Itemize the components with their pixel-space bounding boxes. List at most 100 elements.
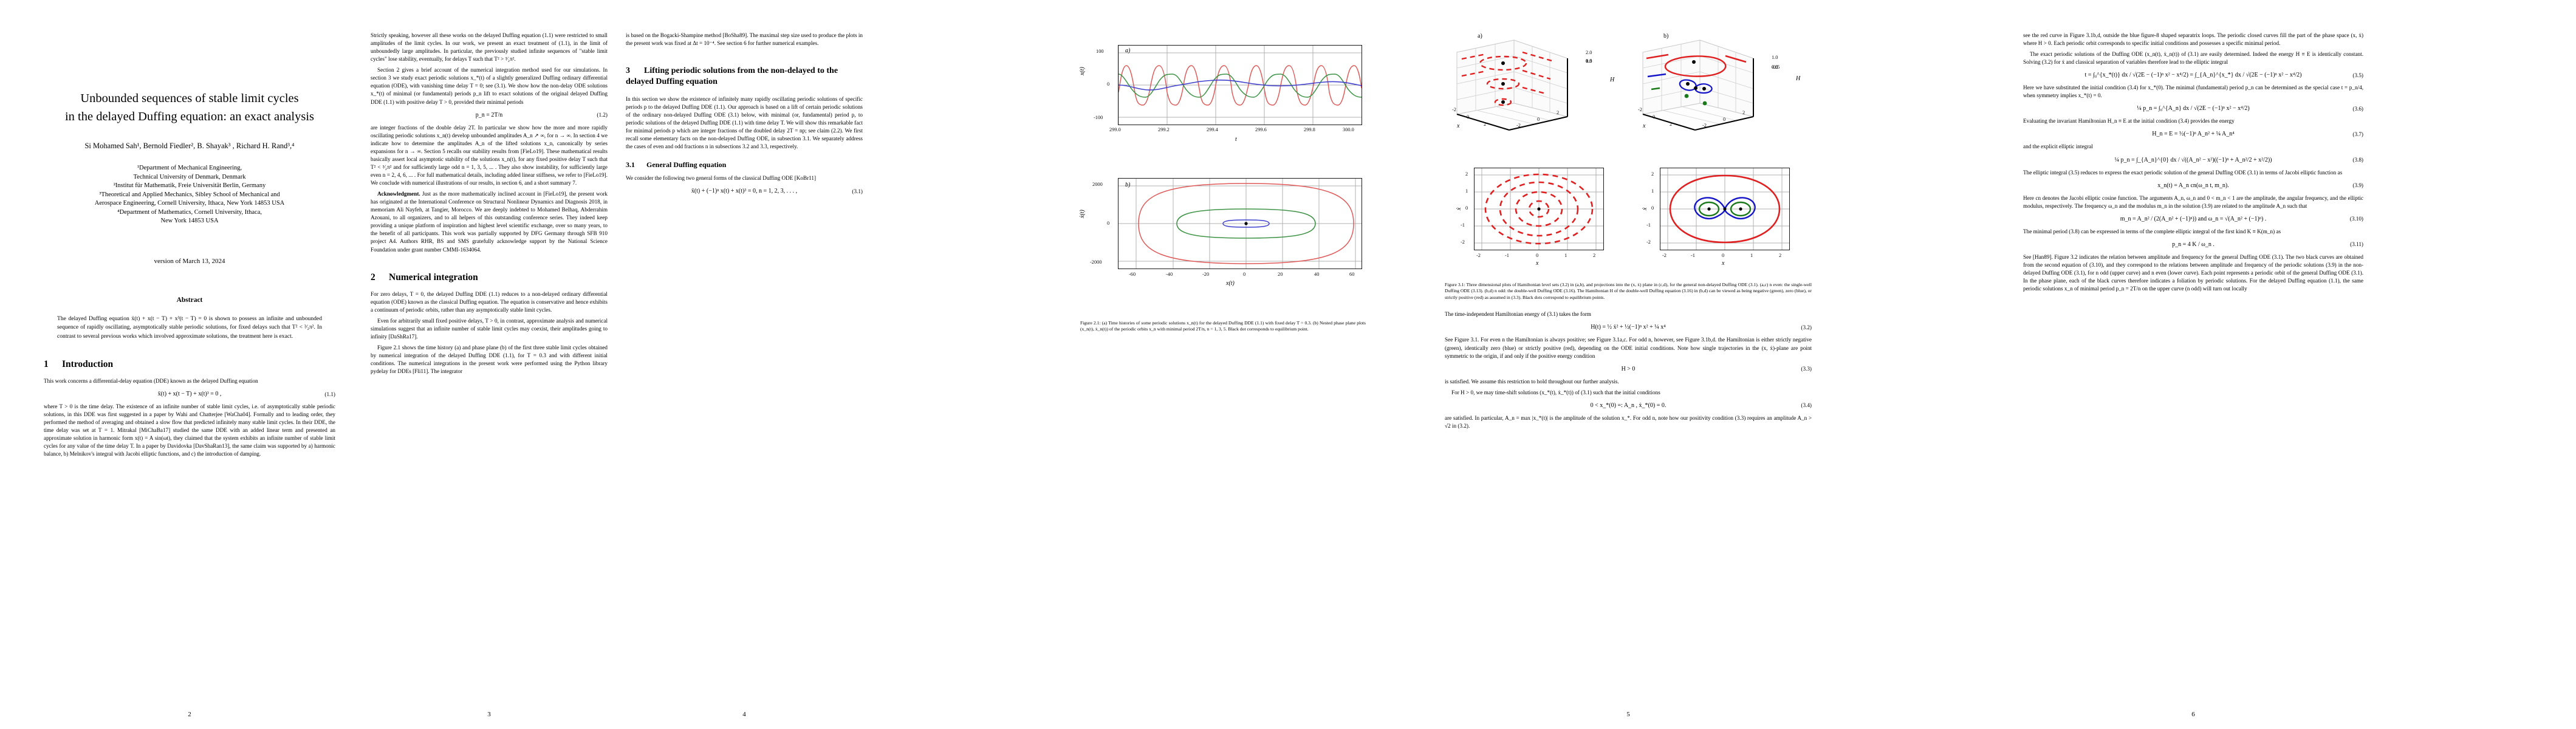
- fig31b-xtick-2: 2: [1670, 122, 1673, 127]
- fig31c-xtick-2: 2: [1593, 253, 1596, 258]
- page-folio: 3: [487, 711, 491, 718]
- fig31a-ztick-1: 1.5: [1586, 58, 1592, 64]
- page-folio: 6: [2191, 711, 2195, 718]
- title-line-2: in the delayed Duffing equation: an exac…: [64, 109, 315, 123]
- fig31a-ytick-neg2: -2: [1516, 123, 1521, 128]
- fig31a-ztick-4: 0.0: [1586, 58, 1592, 64]
- fig31d-xlabel: x: [1722, 260, 1725, 267]
- equation-3-10: m_n = A_n² / (2(A_n² + (−1)ⁿ)) and ω_n =…: [2120, 215, 2363, 222]
- fig31c-ytick-2: 2: [1465, 171, 1468, 177]
- fig21a-plot: [1118, 45, 1362, 125]
- page-4: x(t) 100 0 -100: [1033, 0, 1410, 729]
- p6-paragraph-3: Here we have substituted the initial con…: [2023, 84, 2363, 99]
- section-heading-lifting: 3 Lifting periodic solutions from the non…: [626, 66, 838, 87]
- fig31a-xtick-0: 0: [1467, 114, 1470, 120]
- fig31d-ytick-neg2: -2: [1646, 239, 1651, 245]
- fig31a-xlabel: x: [1457, 123, 1460, 129]
- fig21b-svg: [1118, 179, 1362, 269]
- p5-paragraph-1: The time-independent Hamiltonian energy …: [1445, 311, 1591, 318]
- page-1: Unbounded sequences of stable limit cycl…: [19, 0, 360, 729]
- fig21a-ytick-0: 0: [1107, 81, 1110, 87]
- fig31c-ytick-neg2: -2: [1461, 239, 1465, 245]
- figure-2-1-panel-b: ẋ(t) 2000 0 -2000: [1079, 165, 1366, 304]
- fig31b-ytick-2: 2: [1742, 110, 1745, 115]
- fig31c-ytick-0: 0: [1465, 205, 1468, 211]
- fig21b-ylabel: ẋ(t): [1079, 210, 1086, 218]
- fig31a-zlabel: H: [1610, 77, 1615, 83]
- affiliations: ¹Department of Mechanical Engineering, T…: [19, 164, 360, 225]
- affiliation-1b: Technical University of Denmark, Denmark: [133, 173, 246, 180]
- page-folio: 2: [188, 711, 191, 718]
- p6-paragraph-8: The minimal period (3.8) can be expresse…: [2023, 228, 2281, 234]
- equation-3-6: ¼ p_n = ∫₀^{A_n} dx / √(2E − (−1)ⁿ x² − …: [2137, 105, 2363, 112]
- acknowledgment-paragraph: Acknowledgment. Just as the more mathema…: [371, 191, 608, 253]
- intro-paragraph-1: This work concerns a differential-delay …: [44, 378, 258, 384]
- page-3: is based on the Bogacki-Shampine method …: [626, 0, 863, 729]
- equation-3-2: H(t) = ½ ẋ² + ½(−1)ⁿ x² + ¼ x⁴ (3.2): [1591, 324, 1812, 331]
- fig21a-ytick-neg100: -100: [1094, 115, 1103, 120]
- fig31a-ztick-2: 1.0: [1586, 58, 1592, 64]
- fig31d-xtick-neg2: -2: [1662, 253, 1667, 258]
- p5-paragraph-2: See Figure 3.1. For even n the Hamiltoni…: [1445, 337, 1812, 359]
- fig31b-xlabel: x: [1643, 123, 1646, 129]
- fig21a-ytick-100: 100: [1096, 49, 1104, 54]
- fig21b-xtick-0: -60: [1129, 272, 1136, 277]
- fig21b-xtick-6: 60: [1349, 272, 1355, 277]
- subsection-heading-general-duffing: 3.1 General Duffing equation: [626, 160, 727, 169]
- fig31a-panel-label: a): [1478, 33, 1482, 39]
- fig31c-ytick-1: 1: [1465, 188, 1468, 194]
- p3-s3-paragraph-1: In this section we show the existence of…: [626, 95, 863, 149]
- fig21b-xtick-4: 20: [1278, 272, 1283, 277]
- fig21a-xtick-1: 299.2: [1158, 127, 1170, 132]
- section-heading-numerical-integration: 2 Numerical integration: [371, 272, 478, 282]
- section-heading-introduction: 1 Introduction: [44, 359, 114, 369]
- version-line: version of March 13, 2024: [154, 257, 225, 265]
- p2-num-paragraph-3: Figure 2.1 shows the time history (a) an…: [371, 344, 608, 375]
- equation-3-11: p_n = 4 K / ω_n . (3.11): [2172, 241, 2363, 248]
- fig31d-xtick-0: 0: [1722, 253, 1725, 258]
- fig21b-xlabel: x(t): [1226, 280, 1235, 287]
- p5-paragraph-5: are satisfied. In particular, A_n = max …: [1445, 414, 1812, 429]
- figure-3-1-caption: Figure 3.1: Three dimensional plots of H…: [1445, 282, 1812, 300]
- fig21b-panel-label: b): [1125, 182, 1131, 188]
- fig31b-ztick-0: 1.0: [1772, 55, 1778, 60]
- fig31d-ytick-neg1: -1: [1646, 222, 1651, 228]
- fig31b-xtick-neg2: -2: [1638, 107, 1642, 112]
- fig31b-ytick-0: 0: [1723, 117, 1726, 122]
- page-2: Strictly speaking, however all these wor…: [371, 0, 608, 729]
- fig31d-xtick-2: 2: [1779, 253, 1782, 258]
- fig31b-ztick-2: 0.0: [1772, 64, 1778, 70]
- fig31d-xtick-1: 1: [1750, 253, 1753, 258]
- affiliation-1: ¹Department of Mechanical Engineering,: [137, 165, 242, 172]
- page-folio: 5: [1626, 711, 1630, 718]
- equation-3-3: H > 0 (3.3): [1621, 365, 1812, 372]
- fig31a-ytick-2: 2: [1557, 110, 1560, 115]
- fig21a-xtick-2: 299.4: [1207, 127, 1218, 132]
- fig31a-svg: [1456, 39, 1568, 131]
- figure-3-1-row-1: a): [1445, 32, 1812, 159]
- fig31c-svg: [1475, 168, 1603, 250]
- page-title: Unbounded sequences of stable limit cycl…: [19, 90, 360, 126]
- fig21b-ytick-2000: 2000: [1092, 182, 1103, 187]
- author-list: Si Mohamed Sah¹, Bernold Fiedler², B. Sh…: [84, 142, 295, 151]
- p3-s31-paragraph-1: We consider the following two general fo…: [626, 174, 817, 181]
- fig21a-panel-label: a): [1125, 47, 1131, 54]
- fig21a-xtick-5: 300.0: [1343, 127, 1354, 132]
- p2-paragraph-2: Section 2 gives a brief account of the n…: [371, 67, 608, 105]
- fig31d-ytick-2: 2: [1651, 171, 1654, 177]
- equation-3-9: x_n(t) = A_n cn(ω_n t, m_n). (3.9): [2157, 182, 2363, 189]
- equation-3-7: H_n = E = ½(−1)ⁿ A_n² + ¼ A_n⁴ (3.7): [2152, 131, 2363, 138]
- affiliation-4b: New York 14853 USA: [160, 217, 219, 225]
- fig31b-ytick-neg2: -2: [1702, 123, 1707, 128]
- fig21b-xtick-5: 40: [1314, 272, 1320, 277]
- abstract-heading: Abstract: [176, 296, 203, 304]
- p5-paragraph-3: is satisfied. We assume this restriction…: [1445, 378, 1619, 385]
- equation-3-4: 0 < x_*(0) =: A_n , ẋ_*(0) = 0. (3.4): [1590, 402, 1812, 409]
- fig31c-ytick-neg1: -1: [1461, 222, 1465, 228]
- fig31c-xtick-neg2: -2: [1476, 253, 1481, 258]
- p6-paragraph-9: See [Han89]. Figure 3.2 indicates the re…: [2023, 253, 2363, 292]
- equation-3-1: ẍ(t) + (−1)ⁿ x(t) + x(t)³ = 0, n = 1, 2,…: [691, 188, 863, 194]
- fig31a-xtick-neg2: -2: [1452, 107, 1456, 112]
- fig21a-ylabel: x(t): [1079, 67, 1086, 75]
